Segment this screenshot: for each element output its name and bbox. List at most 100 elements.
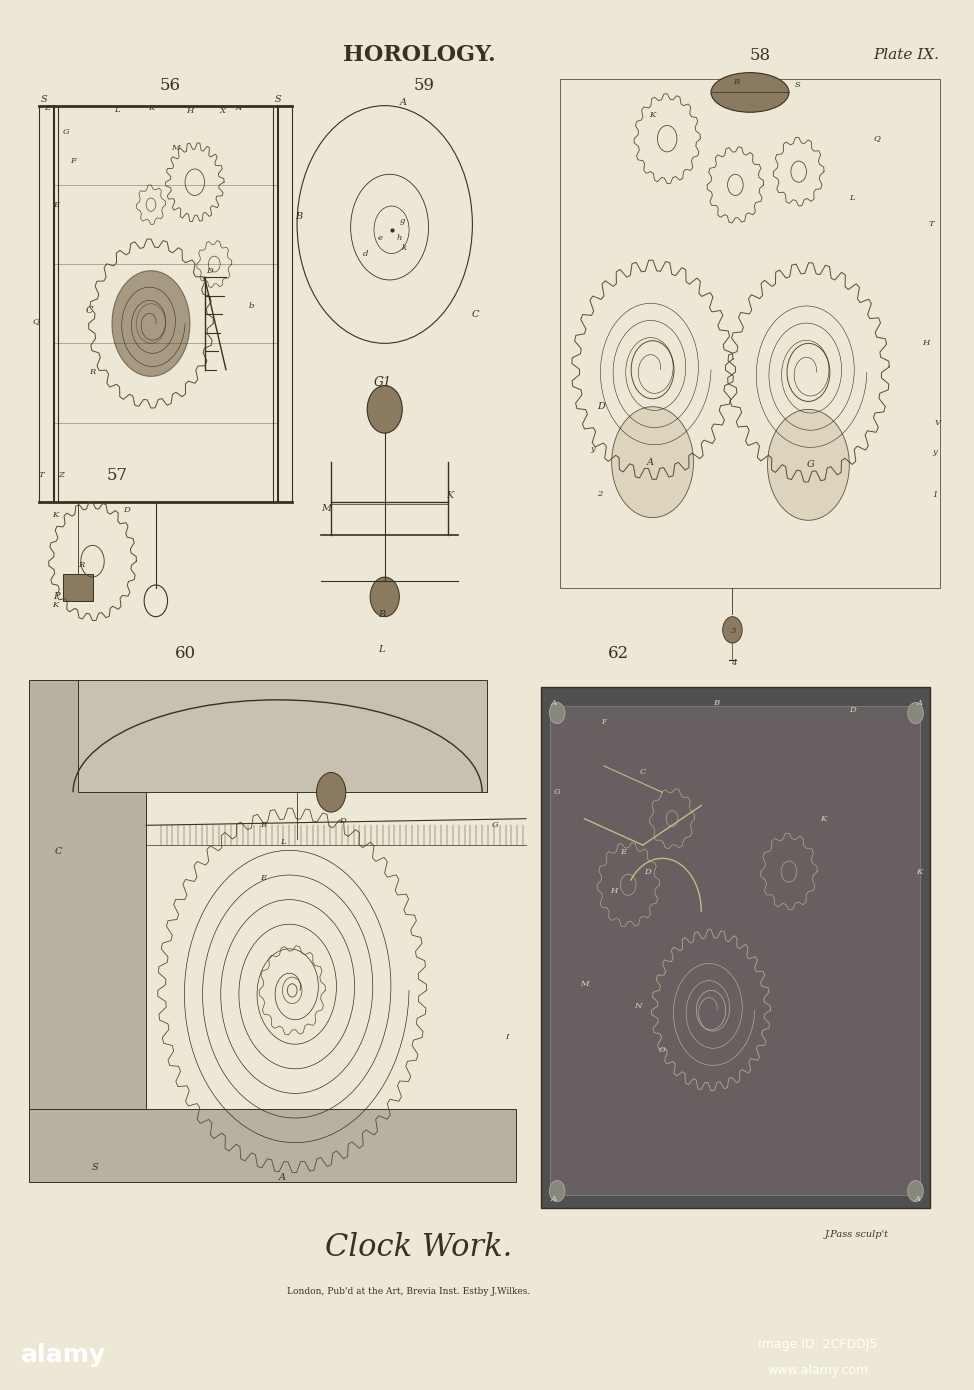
Text: F: F	[601, 719, 607, 727]
Text: K: K	[53, 600, 58, 609]
Text: www.alamy.com: www.alamy.com	[768, 1364, 869, 1377]
Text: L: L	[114, 106, 120, 114]
Text: T: T	[928, 221, 934, 228]
Text: R: R	[78, 562, 84, 569]
Text: Q: Q	[32, 317, 40, 325]
Text: 56: 56	[160, 78, 181, 95]
Text: d: d	[362, 250, 368, 257]
Text: B: B	[378, 610, 386, 619]
Text: L: L	[379, 645, 385, 655]
Text: P: P	[54, 592, 59, 602]
Circle shape	[908, 1180, 923, 1201]
Text: G: G	[63, 128, 69, 136]
Text: C: C	[640, 769, 646, 777]
Text: D: D	[206, 267, 212, 275]
Text: e: e	[377, 234, 383, 242]
Text: 59: 59	[413, 78, 434, 95]
Text: J.Pass sculp't: J.Pass sculp't	[825, 1230, 889, 1238]
Ellipse shape	[711, 72, 789, 113]
Text: alamy: alamy	[20, 1343, 106, 1368]
Text: B: B	[295, 213, 303, 221]
Text: K: K	[53, 512, 58, 518]
Text: D: D	[340, 817, 346, 826]
Text: Q: Q	[873, 135, 880, 143]
Bar	[63, 574, 93, 600]
Text: G1: G1	[374, 377, 392, 389]
Text: Z: Z	[58, 471, 64, 480]
Text: R: R	[90, 368, 95, 377]
Circle shape	[723, 617, 742, 644]
Circle shape	[612, 407, 693, 517]
Text: H: H	[186, 107, 194, 115]
Bar	[39, 106, 292, 502]
Text: A: A	[647, 457, 655, 467]
Circle shape	[768, 409, 849, 520]
Circle shape	[908, 702, 923, 724]
Text: E: E	[54, 200, 59, 208]
Text: G: G	[806, 460, 814, 470]
Text: A: A	[550, 1195, 556, 1202]
Text: 57: 57	[106, 467, 128, 484]
Circle shape	[112, 271, 190, 377]
Text: S: S	[275, 95, 281, 103]
Text: I: I	[505, 1033, 508, 1041]
Bar	[29, 1109, 516, 1182]
Text: K: K	[650, 111, 656, 120]
Text: S: S	[795, 81, 801, 89]
Text: 2: 2	[597, 489, 603, 498]
Text: K: K	[446, 491, 454, 499]
Text: h: h	[396, 234, 402, 242]
Text: Clock Work.: Clock Work.	[325, 1233, 512, 1264]
Text: B: B	[713, 699, 719, 706]
Bar	[78, 680, 487, 792]
Text: L: L	[280, 838, 285, 847]
Text: B: B	[260, 821, 266, 830]
Text: G: G	[554, 788, 560, 796]
Text: Plate IX.: Plate IX.	[873, 49, 939, 63]
Text: 60: 60	[174, 645, 196, 662]
Text: K: K	[917, 867, 922, 876]
Text: HOROLOGY.: HOROLOGY.	[343, 44, 495, 67]
Text: g: g	[399, 217, 405, 225]
Circle shape	[549, 702, 565, 724]
Text: 62: 62	[608, 645, 629, 662]
Text: S: S	[93, 1163, 98, 1172]
Text: A: A	[236, 104, 242, 113]
Text: M: M	[321, 505, 331, 513]
Text: C: C	[86, 306, 94, 314]
Text: k: k	[401, 245, 407, 252]
Text: O: O	[658, 1045, 666, 1054]
Text: C: C	[55, 848, 62, 856]
Text: K: K	[148, 104, 154, 113]
Bar	[29, 680, 146, 1182]
Text: b: b	[248, 303, 254, 310]
Text: F: F	[70, 157, 76, 165]
Text: T: T	[39, 471, 45, 480]
Text: D: D	[645, 867, 651, 876]
Text: E: E	[620, 848, 626, 856]
Text: A: A	[279, 1173, 286, 1183]
Bar	[550, 706, 920, 1195]
Text: K: K	[820, 815, 826, 823]
Text: 1: 1	[932, 491, 938, 499]
Text: 58: 58	[749, 47, 770, 64]
Text: H: H	[610, 887, 618, 895]
Text: C: C	[471, 310, 479, 318]
Text: A: A	[915, 1195, 920, 1202]
Text: X: X	[219, 107, 225, 115]
Text: V: V	[935, 418, 941, 427]
Text: H: H	[921, 339, 929, 348]
Text: 4: 4	[730, 659, 736, 667]
Text: D: D	[849, 706, 855, 714]
Text: Z: Z	[44, 104, 50, 113]
Text: G: G	[492, 821, 498, 830]
Text: M: M	[171, 145, 179, 152]
Text: A: A	[917, 699, 922, 706]
Circle shape	[317, 773, 346, 812]
Text: London, Pub'd at the Art, Brevia Inst. Estby J.Wilkes.: London, Pub'd at the Art, Brevia Inst. E…	[287, 1287, 531, 1295]
Circle shape	[367, 385, 402, 434]
Text: Image ID: 2CFDDJ5: Image ID: 2CFDDJ5	[759, 1339, 878, 1351]
Text: 3: 3	[730, 627, 736, 635]
Text: A: A	[399, 99, 407, 107]
Circle shape	[549, 1180, 565, 1201]
